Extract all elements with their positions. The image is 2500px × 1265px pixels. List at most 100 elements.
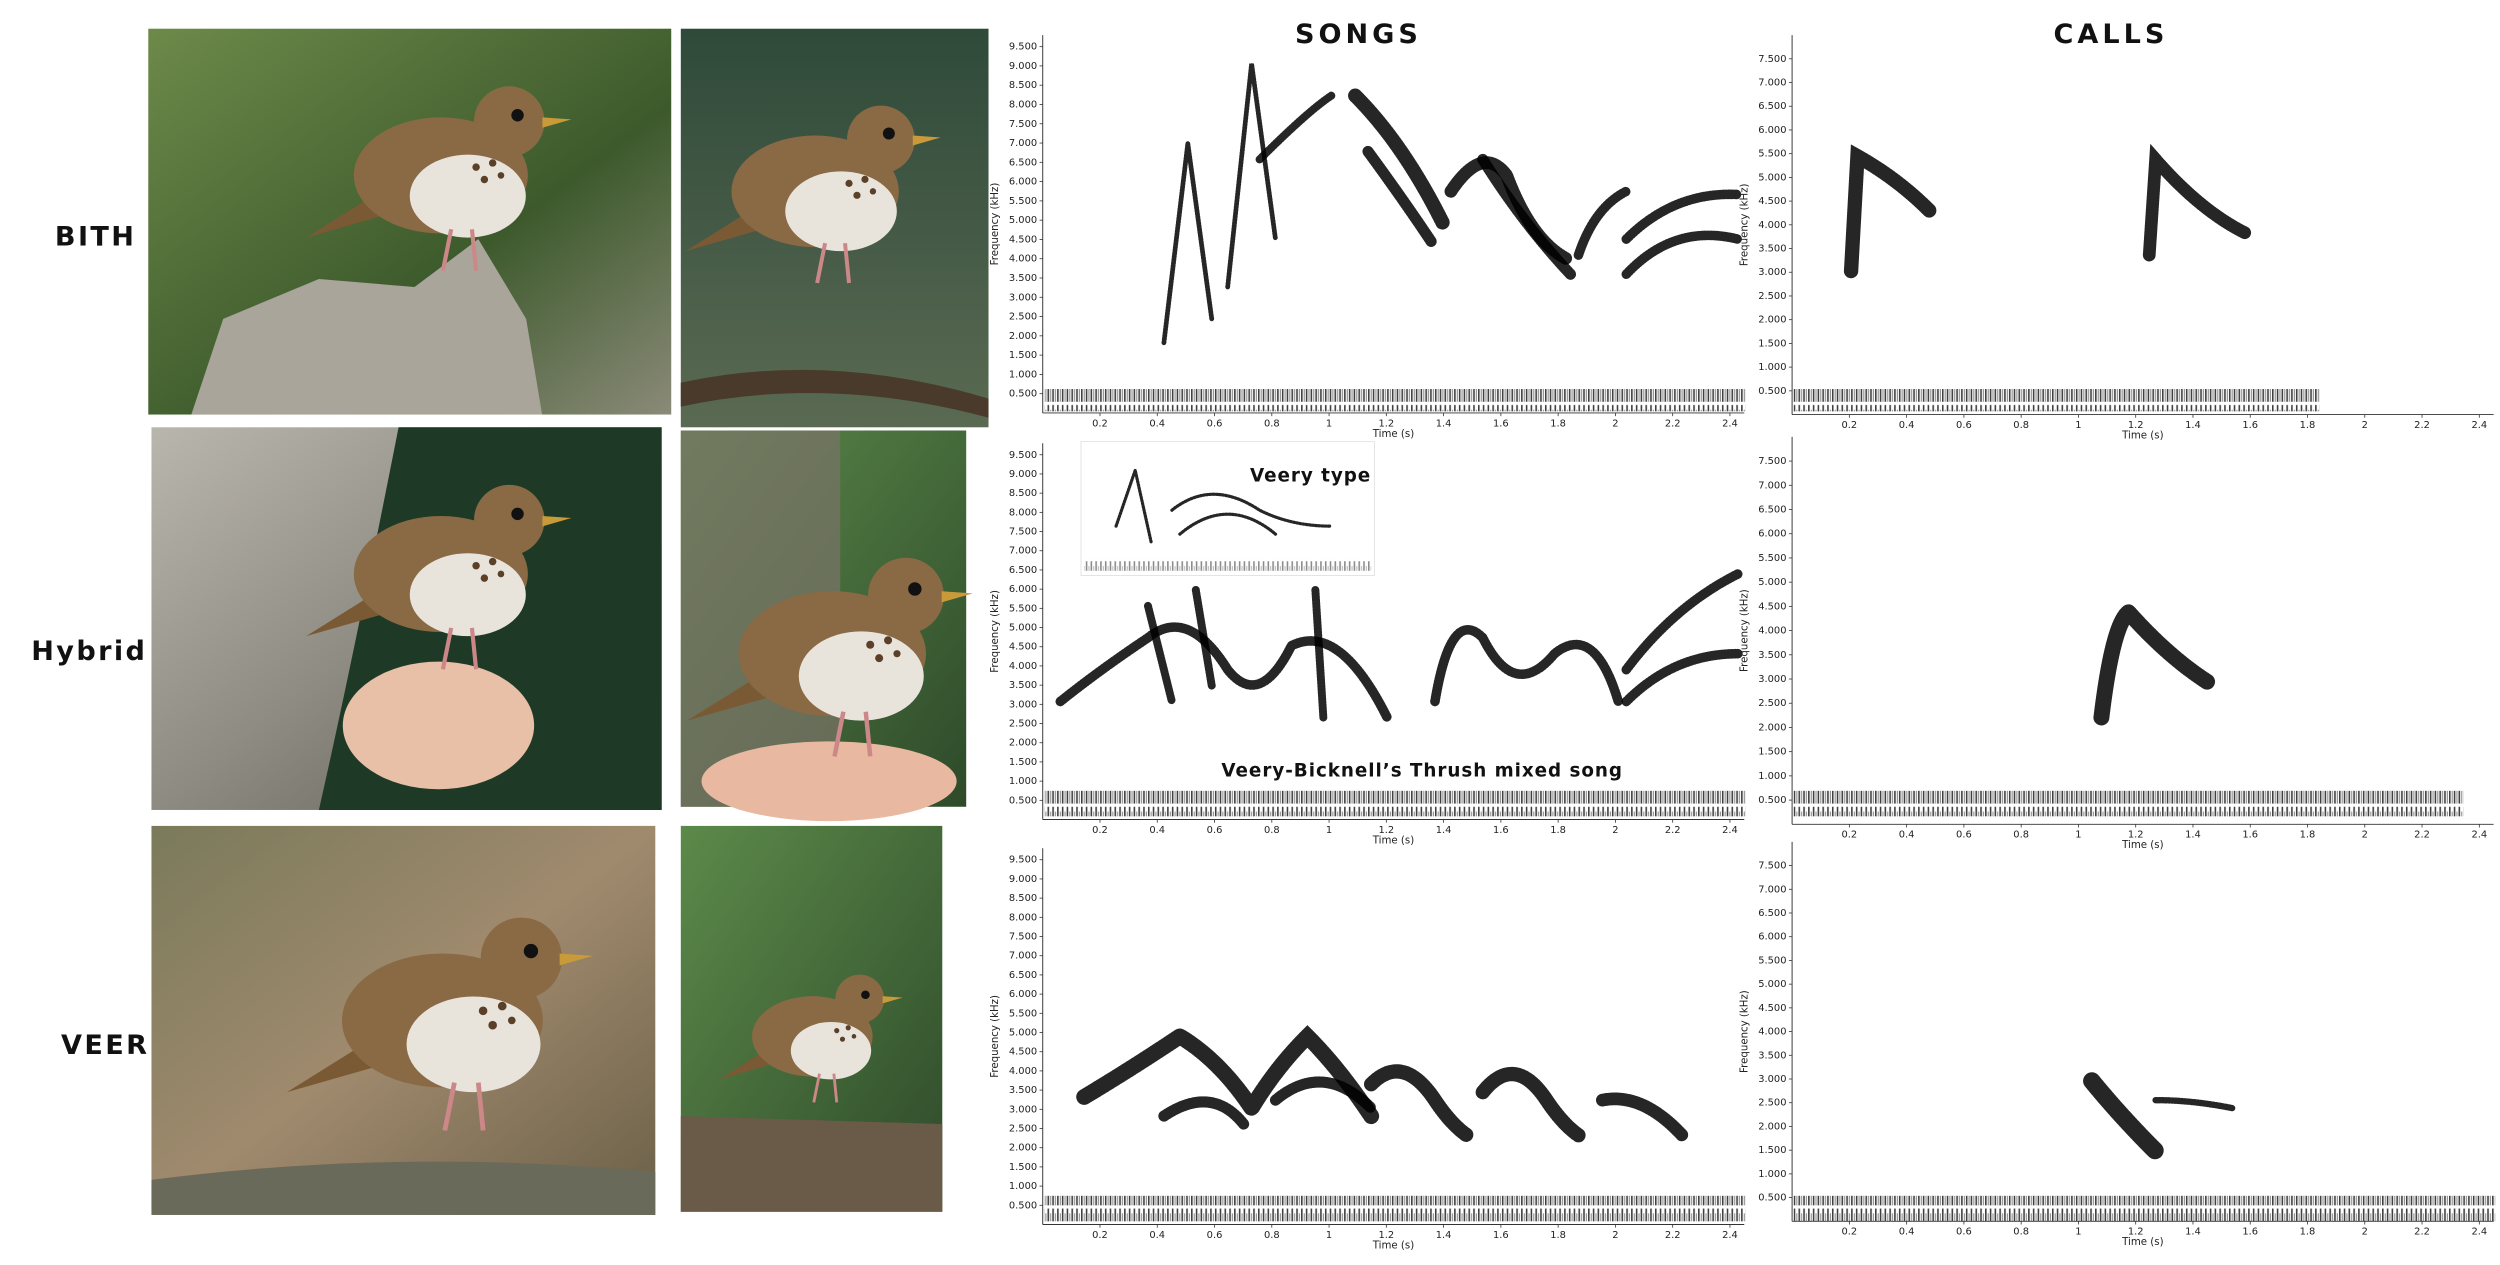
y-tick-label: 7.000 <box>1758 480 1786 491</box>
y-tick-label: 1.000 <box>1758 771 1786 782</box>
x-tick-label: 1.2 <box>1378 1230 1394 1241</box>
x-tick-label: 1.4 <box>1436 1230 1452 1241</box>
y-tick-label: 4.000 <box>1009 254 1037 265</box>
x-axis-label: Time (s) <box>1372 429 1414 440</box>
y-tick-label: 0.500 <box>1009 389 1037 400</box>
spectrogram <box>1044 63 1746 412</box>
y-tick-label: 6.000 <box>1009 584 1037 595</box>
x-tick-label: 0.8 <box>1264 825 1280 836</box>
x-tick-label: 1.2 <box>1378 418 1394 429</box>
y-tick-label: 2.500 <box>1758 291 1786 302</box>
y-tick-label: 3.500 <box>1009 1085 1037 1096</box>
y-tick-label: 7.500 <box>1758 456 1786 467</box>
x-tick-label: 1.8 <box>2300 420 2316 431</box>
x-tick-label: 2.2 <box>2414 420 2430 431</box>
x-tick-label: 2 <box>2362 830 2368 841</box>
photo <box>680 825 943 1212</box>
y-tick-label: 6.000 <box>1009 177 1037 188</box>
x-tick-label: 0.4 <box>1899 1227 1915 1238</box>
y-tick-label: 7.500 <box>1009 527 1037 538</box>
y-axis-label: Frequency (kHz) <box>1739 183 1750 266</box>
y-tick-label: 2.500 <box>1758 698 1786 709</box>
y-tick-label: 8.000 <box>1009 507 1037 518</box>
y-tick-label: 2.500 <box>1758 1098 1786 1109</box>
y-tick-label: 7.000 <box>1758 78 1786 89</box>
x-tick-label: 1.6 <box>2242 1227 2258 1238</box>
x-tick-label: 2.4 <box>1722 825 1738 836</box>
y-tick-label: 9.500 <box>1009 855 1037 866</box>
y-tick-label: 5.500 <box>1009 603 1037 614</box>
photo <box>151 427 662 810</box>
y-tick-label: 5.000 <box>1009 623 1037 634</box>
y-tick-label: 4.500 <box>1758 1003 1786 1014</box>
x-tick-label: 0.8 <box>2013 1227 2029 1238</box>
x-axis-label: Time (s) <box>2121 430 2163 441</box>
y-tick-label: 0.500 <box>1758 795 1786 806</box>
y-tick-label: 3.500 <box>1758 1050 1786 1061</box>
y-tick-label: 1.500 <box>1758 1145 1786 1156</box>
x-tick-label: 1.4 <box>1436 418 1452 429</box>
y-tick-label: 4.000 <box>1758 220 1786 231</box>
y-tick-label: 9.000 <box>1009 469 1037 480</box>
x-tick-label: 0.8 <box>1264 418 1280 429</box>
y-tick-label: 4.500 <box>1009 1047 1037 1058</box>
y-tick-label: 7.000 <box>1009 138 1037 149</box>
y-tick-label: 7.500 <box>1758 54 1786 65</box>
x-axis-label: Time (s) <box>1372 835 1414 846</box>
y-tick-label: 3.500 <box>1758 650 1786 661</box>
x-tick-label: 1.2 <box>1378 825 1394 836</box>
y-tick-label: 2.000 <box>1758 1121 1786 1132</box>
x-tick-label: 2.4 <box>1722 1230 1738 1241</box>
y-tick-label: 4.500 <box>1758 196 1786 207</box>
y-axis-label: Frequency (kHz) <box>1739 990 1750 1073</box>
y-tick-label: 7.000 <box>1009 546 1037 557</box>
x-tick-label: 1.6 <box>2242 420 2258 431</box>
photo <box>151 825 656 1215</box>
x-tick-label: 0.2 <box>1092 1230 1108 1241</box>
x-tick-label: 1.2 <box>2128 830 2144 841</box>
x-tick-label: 1 <box>1326 1230 1332 1241</box>
x-tick-label: 0.4 <box>1899 420 1915 431</box>
y-tick-label: 2.000 <box>1009 331 1037 342</box>
x-tick-label: 0.2 <box>1842 420 1858 431</box>
x-tick-label: 2.2 <box>2414 1227 2430 1238</box>
y-tick-label: 4.500 <box>1009 234 1037 245</box>
x-tick-label: 1.8 <box>1550 418 1566 429</box>
x-tick-label: 0.8 <box>1264 1230 1280 1241</box>
x-tick-label: 1 <box>2075 1227 2081 1238</box>
y-tick-label: 4.000 <box>1009 661 1037 672</box>
spectrogram <box>1793 1072 2496 1222</box>
y-tick-label: 8.000 <box>1009 99 1037 110</box>
y-tick-label: 7.500 <box>1009 119 1037 130</box>
x-tick-label: 0.6 <box>1207 825 1223 836</box>
y-tick-label: 3.500 <box>1758 244 1786 255</box>
x-tick-label: 1.4 <box>1436 825 1452 836</box>
spectrogram <box>1044 441 1746 817</box>
y-tick-label: 4.000 <box>1009 1066 1037 1077</box>
x-tick-label: 1.4 <box>2185 420 2201 431</box>
y-tick-label: 0.500 <box>1009 1200 1037 1211</box>
y-tick-label: 1.500 <box>1009 757 1037 768</box>
column-header: CALLS <box>2054 19 2169 50</box>
y-tick-label: 7.000 <box>1009 951 1037 962</box>
y-tick-label: 6.500 <box>1758 908 1786 919</box>
y-tick-label: 3.000 <box>1009 699 1037 710</box>
x-tick-label: 1.4 <box>2185 830 2201 841</box>
y-tick-label: 1.000 <box>1009 1181 1037 1192</box>
y-tick-label: 6.500 <box>1758 505 1786 516</box>
row-label: BITH <box>55 222 136 253</box>
x-tick-label: 1.8 <box>2300 830 2316 841</box>
y-tick-label: 2.000 <box>1758 722 1786 733</box>
x-tick-label: 0.2 <box>1842 830 1858 841</box>
y-tick-label: 8.500 <box>1009 488 1037 499</box>
x-axis-label: Time (s) <box>2121 840 2163 851</box>
y-tick-label: 6.000 <box>1758 932 1786 943</box>
y-tick-label: 8.500 <box>1009 80 1037 91</box>
x-tick-label: 1 <box>1326 418 1332 429</box>
row-label: VEER <box>61 1030 149 1061</box>
y-axis-label: Frequency (kHz) <box>1739 589 1750 672</box>
y-tick-label: 2.500 <box>1009 312 1037 323</box>
x-tick-label: 1.6 <box>1493 418 1509 429</box>
y-tick-label: 6.000 <box>1758 125 1786 136</box>
